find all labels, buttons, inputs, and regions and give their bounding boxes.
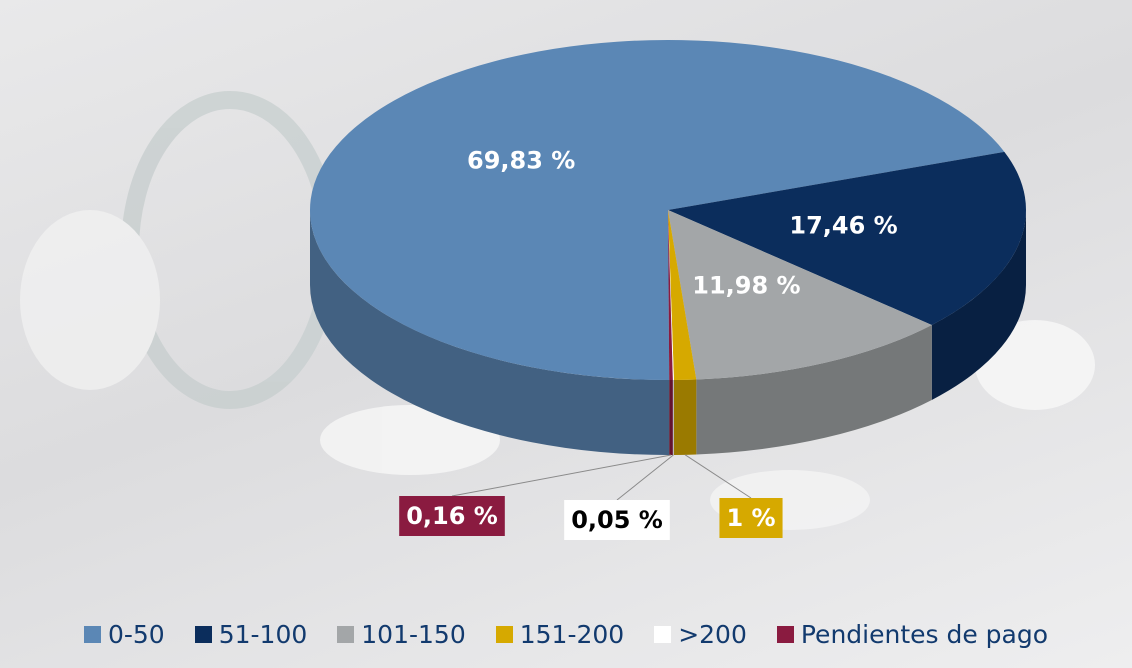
- legend-label: Pendientes de pago: [801, 620, 1048, 649]
- data-label: 11,98 %: [692, 271, 800, 299]
- slice-side: [674, 379, 696, 455]
- legend-label: 151-200: [520, 620, 624, 649]
- legend-item: 101-150: [337, 620, 465, 649]
- page: 69,83 % 17,46 % 11,98 % 1 % 0,05 % 0,16 % 0-5…: [0, 0, 1132, 668]
- legend-label: >200: [678, 620, 747, 649]
- slice-side: [673, 380, 674, 455]
- chart: 69,83 % 17,46 % 11,98 % 1 % 0,05 % 0,16 %: [0, 0, 1132, 668]
- data-label: 0,05 %: [571, 506, 663, 534]
- legend-swatch: [84, 626, 101, 643]
- legend-label: 51-100: [219, 620, 308, 649]
- legend-label: 0-50: [108, 620, 165, 649]
- data-label: 69,83 %: [467, 146, 575, 174]
- data-label: 17,46 %: [789, 212, 897, 240]
- legend-label: 101-150: [361, 620, 465, 649]
- legend-swatch: [195, 626, 212, 643]
- data-label: 1 %: [726, 504, 775, 532]
- leader-line: [617, 455, 673, 500]
- legend-item: 151-200: [496, 620, 624, 649]
- leader-line: [452, 455, 671, 496]
- legend-item: Pendientes de pago: [777, 620, 1048, 649]
- legend-swatch: [777, 626, 794, 643]
- legend-item: 51-100: [195, 620, 308, 649]
- data-label: 0,16 %: [406, 502, 498, 530]
- legend-swatch: [654, 626, 671, 643]
- legend-item: 0-50: [84, 620, 165, 649]
- legend-item: >200: [654, 620, 747, 649]
- legend: 0-50 51-100 101-150 151-200 >200 Pendientes d…: [0, 612, 1132, 656]
- slice-side: [669, 380, 673, 455]
- legend-swatch: [496, 626, 513, 643]
- legend-swatch: [337, 626, 354, 643]
